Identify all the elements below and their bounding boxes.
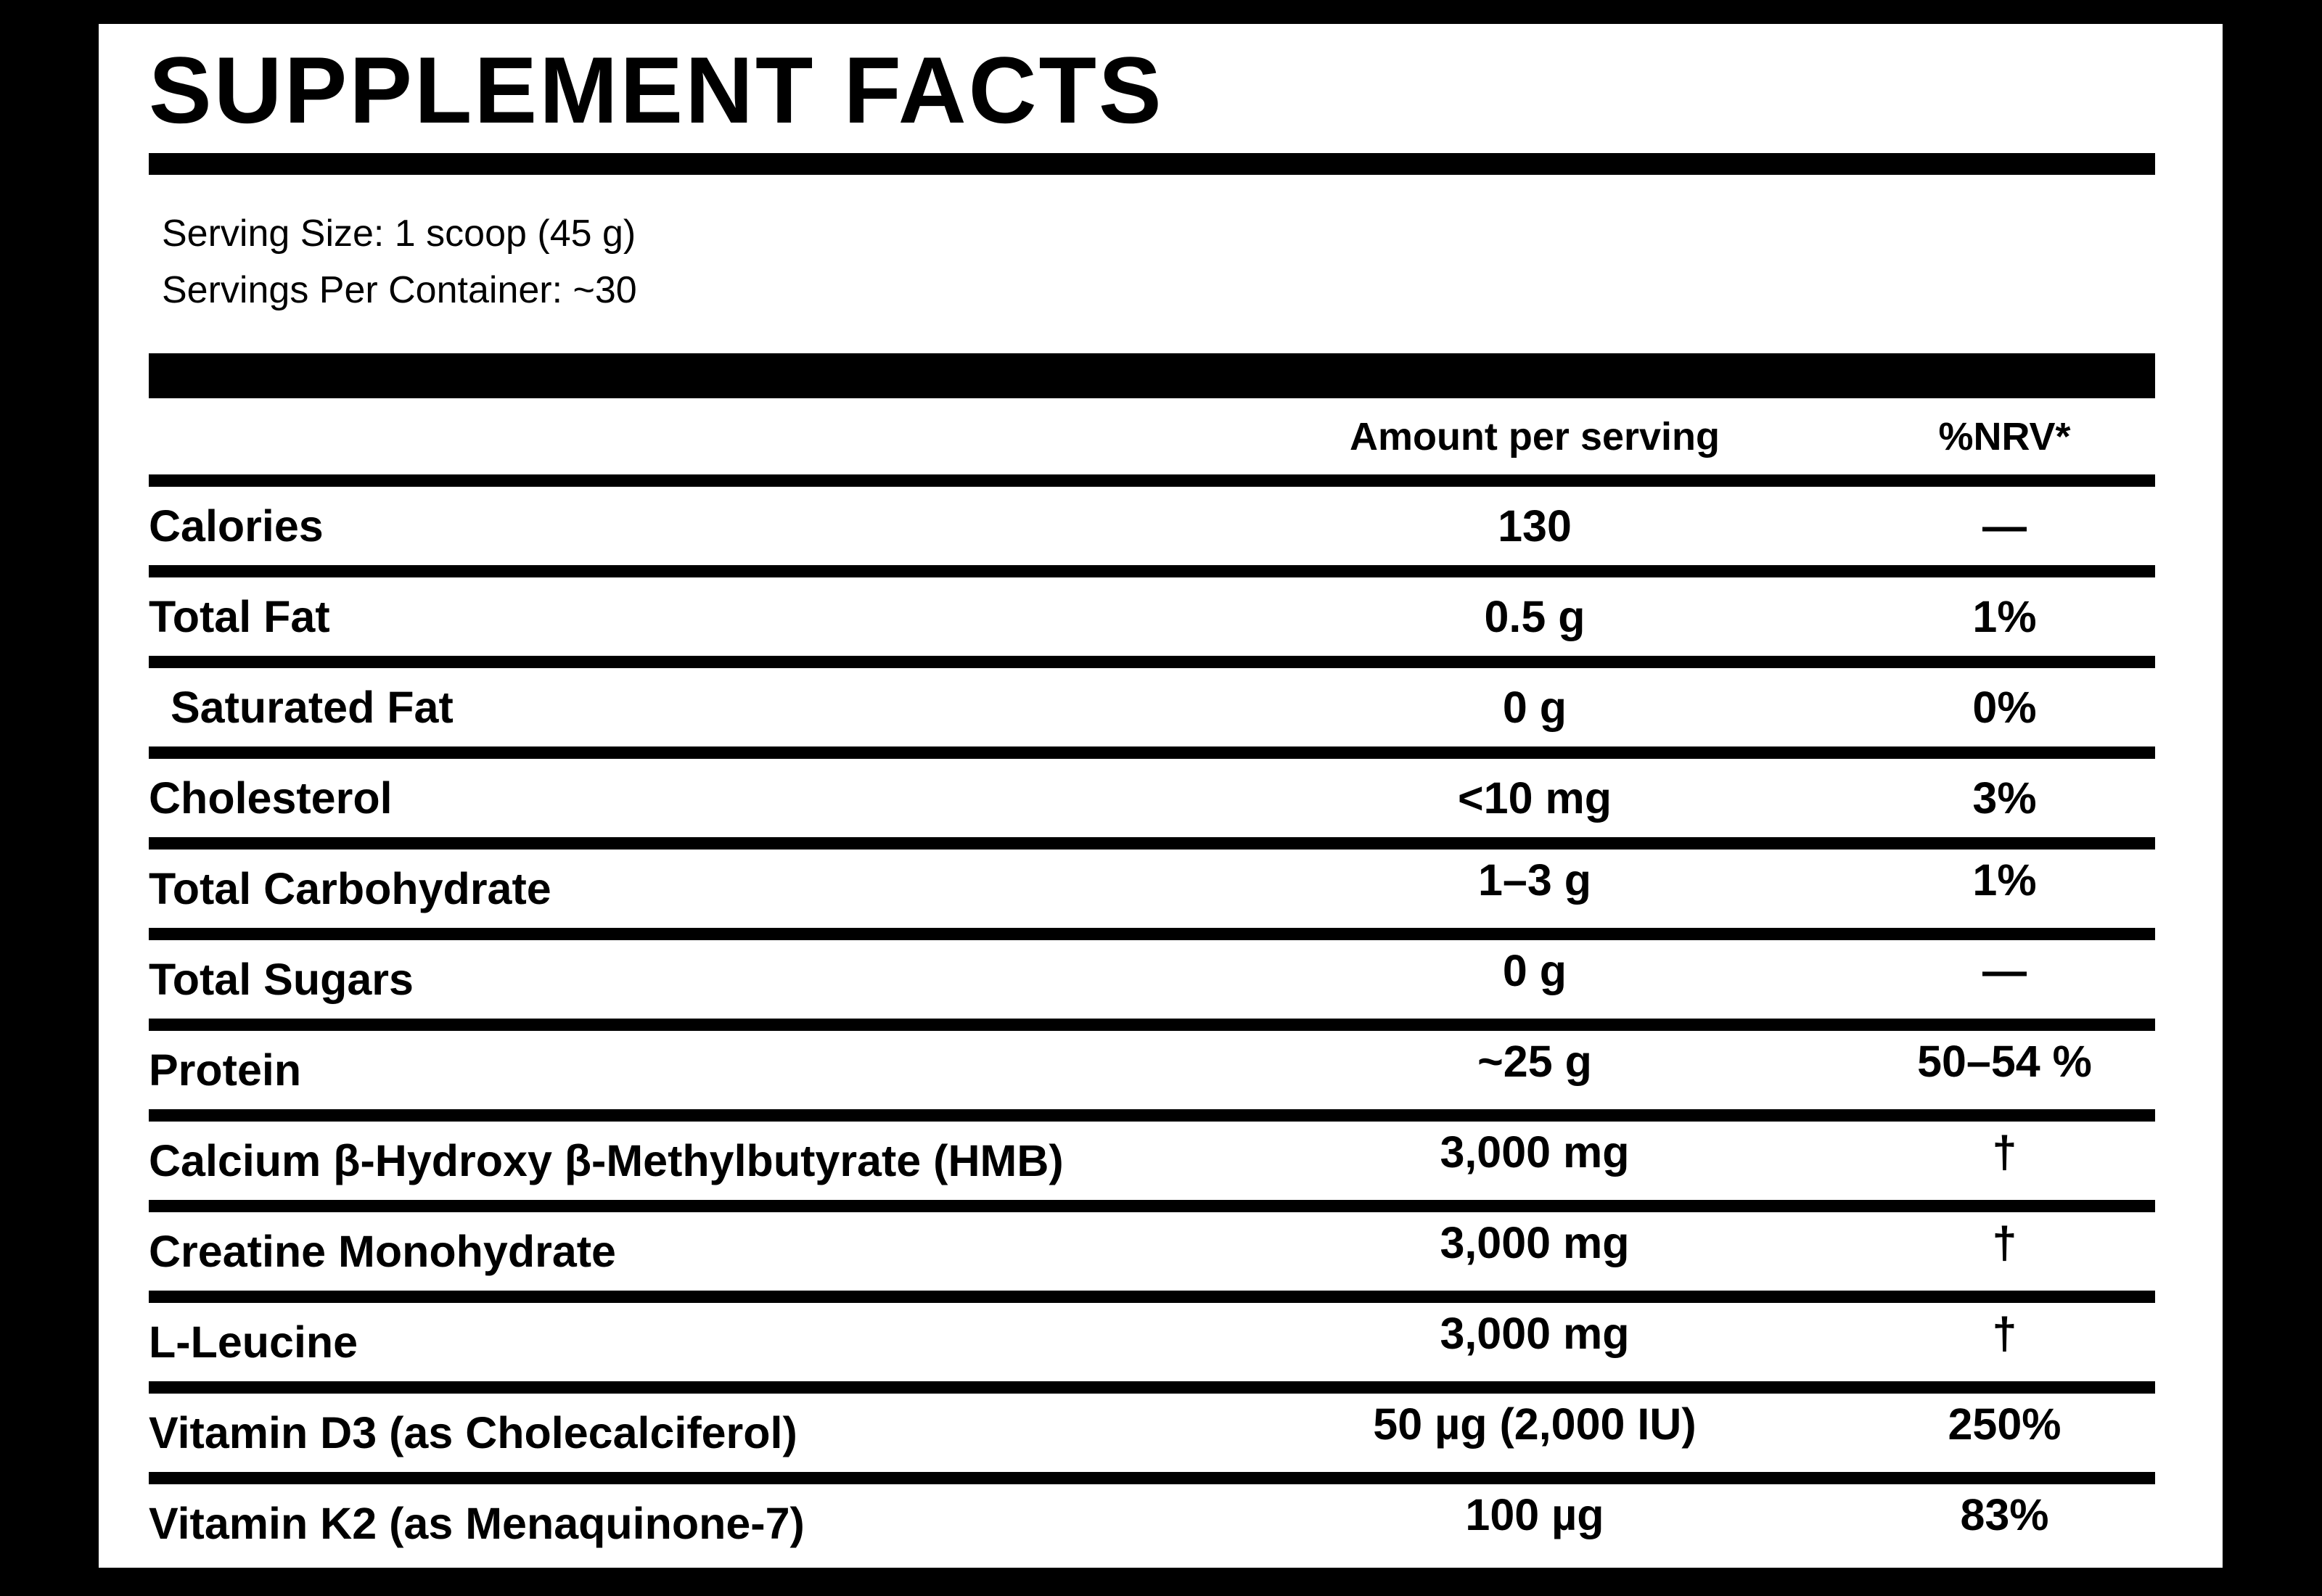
nutrient-amount: 3,000 mg xyxy=(1440,1218,1630,1267)
header-separator xyxy=(149,474,2155,487)
nutrient-name: Protein xyxy=(149,1045,302,1095)
table-body: Calories 130 — Total Fat 0.5 g 1% Saturated Fa… xyxy=(149,487,2155,1563)
nutrient-name: Saturated Fat xyxy=(171,683,454,732)
row-separator xyxy=(149,746,2155,759)
nutrient-name: Vitamin K2 (as Menaquinone-7) xyxy=(149,1499,805,1548)
nutrient-amount: <10 mg xyxy=(1458,773,1612,823)
row-separator xyxy=(149,1381,2155,1394)
section-divider-bar xyxy=(149,353,2155,398)
table-row: L-Leucine 3,000 mg † xyxy=(149,1303,2155,1381)
row-separator xyxy=(149,1019,2155,1031)
column-header-amount: Amount per serving xyxy=(1349,414,1720,458)
table-row: Vitamin D3 (as Cholecalciferol) 50 µg (2,… xyxy=(149,1394,2155,1472)
row-separator xyxy=(149,565,2155,577)
nutrient-amount: 0 g xyxy=(1502,683,1567,732)
row-separator xyxy=(149,837,2155,850)
nutrient-amount: 0 g xyxy=(1502,946,1567,995)
table-row: Creatine Monohydrate 3,000 mg † xyxy=(149,1212,2155,1291)
label-card: SUPPLEMENT FACTS Serving Size: 1 scoop (… xyxy=(99,24,2223,1568)
row-separator xyxy=(149,1472,2155,1484)
label-content: SUPPLEMENT FACTS Serving Size: 1 scoop (… xyxy=(149,38,2155,1563)
nutrient-nrv: 50–54 % xyxy=(1917,1037,2092,1086)
nutrient-nrv: 250% xyxy=(1948,1399,2062,1449)
table-row: Total Sugars 0 g — xyxy=(149,940,2155,1019)
table-row: Cholesterol <10 mg 3% xyxy=(149,759,2155,837)
nutrient-amount: 3,000 mg xyxy=(1440,1127,1630,1177)
nutrient-nrv: † xyxy=(1992,1127,2017,1177)
nutrient-name: Total Sugars xyxy=(149,955,414,1004)
nutrient-name: Vitamin D3 (as Cholecalciferol) xyxy=(149,1408,797,1457)
nutrient-nrv: — xyxy=(1982,501,2027,551)
row-separator xyxy=(149,1109,2155,1122)
nutrient-amount: 130 xyxy=(1498,501,1572,551)
table-row: Protein ~25 g 50–54 % xyxy=(149,1031,2155,1109)
nutrient-nrv: † xyxy=(1992,1218,2017,1267)
table-row: Vitamin K2 (as Menaquinone-7) 100 µg 83% xyxy=(149,1484,2155,1563)
row-separator xyxy=(149,656,2155,668)
nutrient-name: Total Fat xyxy=(149,592,330,641)
nutrient-nrv: 83% xyxy=(1960,1490,2049,1539)
nutrient-amount: ~25 g xyxy=(1477,1037,1592,1086)
table-row: Calories 130 — xyxy=(149,487,2155,565)
table-row: Saturated Fat 0 g 0% xyxy=(149,668,2155,746)
table-row: Total Carbohydrate 1–3 g 1% xyxy=(149,850,2155,928)
table-row: Calcium β-Hydroxy β-Methylbutyrate (HMB)… xyxy=(149,1122,2155,1200)
nutrient-name: Total Carbohydrate xyxy=(149,864,551,913)
table-row: Total Fat 0.5 g 1% xyxy=(149,577,2155,656)
nutrient-name: L-Leucine xyxy=(149,1317,358,1367)
table-header: Amount per serving %NRV* xyxy=(149,398,2155,474)
servings-per-container-text: Servings Per Container: ~30 xyxy=(162,269,637,311)
nutrient-nrv: † xyxy=(1992,1309,2017,1358)
nutrient-nrv: 1% xyxy=(1972,855,2037,905)
nutrient-nrv: 0% xyxy=(1972,683,2037,732)
column-header-nrv: %NRV* xyxy=(1938,414,2071,458)
row-separator xyxy=(149,1291,2155,1303)
nutrient-nrv: 3% xyxy=(1972,773,2037,823)
nutrient-amount: 3,000 mg xyxy=(1440,1309,1630,1358)
nutrient-amount: 100 µg xyxy=(1465,1490,1604,1539)
title-rule xyxy=(149,153,2155,175)
nutrient-name: Creatine Monohydrate xyxy=(149,1227,616,1276)
nutrient-nrv: — xyxy=(1982,946,2027,995)
row-separator xyxy=(149,1200,2155,1212)
nutrient-amount: 0.5 g xyxy=(1484,592,1585,641)
nutrient-name: Calories xyxy=(149,501,324,551)
label-title: SUPPLEMENT FACTS xyxy=(149,37,1164,143)
row-separator xyxy=(149,928,2155,940)
nutrient-name: Calcium β-Hydroxy β-Methylbutyrate (HMB) xyxy=(149,1136,1064,1185)
serving-size-text: Serving Size: 1 scoop (45 g) xyxy=(162,213,636,255)
nutrient-amount: 1–3 g xyxy=(1478,855,1591,905)
nutrient-nrv: 1% xyxy=(1972,592,2037,641)
serving-info: Serving Size: 1 scoop (45 g) Servings Pe… xyxy=(149,205,2155,318)
nutrient-name: Cholesterol xyxy=(149,773,393,823)
nutrient-amount: 50 µg (2,000 IU) xyxy=(1373,1399,1697,1449)
